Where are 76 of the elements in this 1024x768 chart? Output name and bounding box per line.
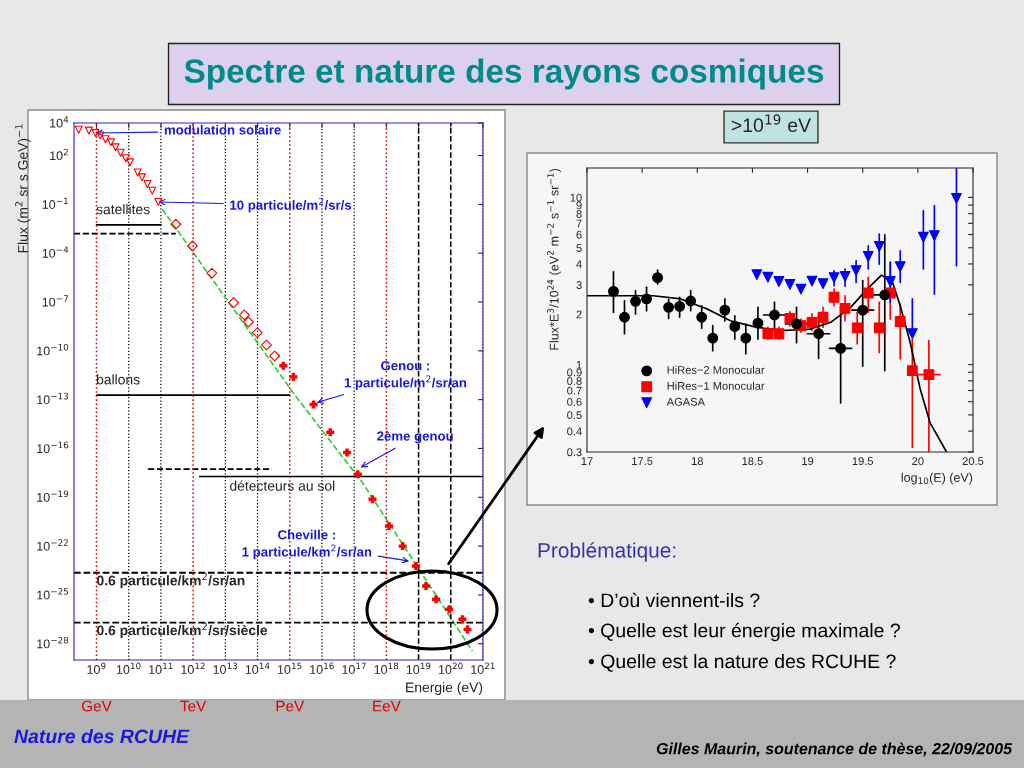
ref-line-label: GeV (82, 700, 112, 712)
annotation: satellites (96, 204, 150, 215)
ref-line-label: 0.6 particule/km$^{2}$/sr/siècle (97, 622, 268, 638)
y-tick-label: 7 (576, 219, 582, 228)
y-tick-label: 10$^{−22}$ (37, 539, 68, 551)
x-tick-label: 10$^{21}$ (471, 662, 495, 674)
x-axis-title: log$_{10}$(E) (eV) (901, 472, 973, 485)
x-tick-label: 10$^{11}$ (149, 662, 173, 674)
x-tick-label: 17.5 (632, 457, 653, 466)
y-tick-label: 0.8 (567, 377, 582, 385)
x-tick-label: 10$^{20}$ (439, 662, 463, 674)
legend-label: AGASA (666, 397, 705, 406)
annotation: 10 particule/m$^{2}$/sr/s (230, 197, 352, 213)
annotation: modulation solaire (164, 124, 281, 135)
y-tick-label: 10$^{−28}$ (37, 636, 69, 649)
x-tick-label: 10$^{13}$ (213, 662, 238, 674)
text: • Quelle est la nature des RCUHE ? (588, 653, 896, 672)
y-tick-label: 0.7 (567, 386, 582, 395)
text: Nature des RCUHE (14, 728, 190, 744)
x-tick-label: 20 (912, 457, 924, 466)
y-tick-label: 0.6 (567, 397, 582, 406)
ref-line-label: 0.6 particule/km$^{2}$/sr/an (97, 572, 245, 589)
x-tick-label: 19.5 (852, 457, 874, 466)
legend-label: HiRes−2 Monocular (667, 365, 765, 374)
x-tick-label: 10$^{15}$ (277, 662, 302, 674)
y-tick-label: 0.4 (567, 427, 582, 436)
x-tick-label: 19 (802, 457, 814, 466)
y-tick-label: 4 (576, 260, 582, 268)
y-tick-label: 10$^{−1}$ (42, 197, 68, 209)
y-tick-label: 9 (576, 201, 582, 210)
x-tick-label: 18.5 (742, 457, 763, 466)
x-tick-label: 10$^{14}$ (245, 662, 270, 674)
x-tick-label: 17 (581, 457, 593, 465)
chart-title: >10$^{19}$ eV (731, 114, 811, 133)
x-tick-label: 10$^{9}$ (87, 662, 106, 674)
x-tick-label: 10$^{17}$ (342, 662, 366, 674)
text: Gilles Maurin, soutenance de thèse, 22/09/2005 (656, 742, 1013, 757)
y-tick-label: 10$^{−13}$ (37, 392, 69, 405)
x-tick-label: 10$^{12}$ (181, 662, 205, 674)
y-tick-label: 6 (576, 230, 582, 239)
x-tick-label: 20.5 (962, 457, 984, 466)
text: Problématique: (538, 542, 676, 562)
ref-line-label: PeV (276, 700, 305, 712)
x-axis-title: Energie (eV) (406, 682, 483, 696)
y-tick-label: 10$^{−10}$ (37, 343, 69, 356)
y-tick-label: 0.9 (567, 368, 582, 377)
y-tick-label: 10$^{−25}$ (37, 588, 68, 600)
text: Spectre et nature des rayons cosmiques (184, 58, 824, 90)
y-tick-label: 10$^{−16}$ (37, 441, 69, 454)
ref-line-label: TeV (180, 700, 207, 712)
annotation: ballons (96, 374, 140, 385)
y-tick-label: 2 (576, 310, 582, 319)
x-tick-label: 10$^{19}$ (406, 662, 431, 674)
y-tick-label: 10$^{2}$ (50, 148, 68, 161)
x-tick-label: 10$^{16}$ (310, 662, 334, 674)
x-tick-label: 10$^{18}$ (374, 662, 399, 674)
annotation: Cheville : 1 particule/km$^{2}$/sr/an (242, 529, 372, 560)
y-tick-label: 3 (576, 281, 582, 289)
ref-line-label: EeV (373, 700, 401, 712)
y-tick-label: 5 (576, 244, 582, 252)
text: • Quelle est leur énergie maximale ? (588, 622, 900, 642)
y-tick-label: 10$^{−4}$ (42, 246, 69, 258)
y-tick-label: 0.3 (567, 448, 582, 457)
legend-label: HiRes−1 Monocular (667, 381, 765, 390)
y-tick-label: 10$^{−19}$ (37, 490, 69, 502)
y-tick-label: 10 (570, 193, 582, 202)
y-axis-title: Flux (m$^{2}$ sr s GeV)$^{−1}$ (15, 124, 31, 253)
y-tick-label: 10$^{−7}$ (42, 295, 68, 307)
text: • D’où viennent-ils ? (588, 592, 760, 608)
y-tick-label: 8 (576, 209, 582, 218)
y-tick-label: 0.5 (567, 411, 582, 420)
x-tick-label: 10$^{10}$ (116, 662, 141, 674)
x-tick-label: 18 (691, 457, 703, 466)
y-tick-label: 1 (576, 360, 582, 369)
y-tick-label: 10$^{4}$ (50, 116, 69, 128)
text: Flux*E$^{3}$/10$^{24}$ (eV$^{2}$ m$^{−2}$ s$^{−1}$ sr$^{−1}$) (547, 168, 562, 350)
